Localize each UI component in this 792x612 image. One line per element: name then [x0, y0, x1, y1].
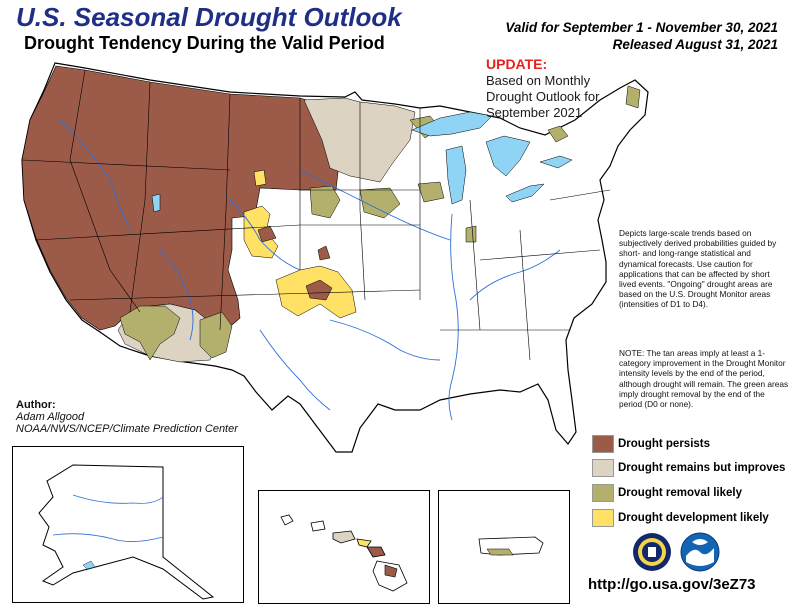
description-text: Depicts large-scale trends based on subj… [619, 228, 777, 310]
puerto-rico-inset [438, 490, 570, 604]
legend-swatch-removal [592, 484, 614, 502]
lake-ontario [539, 155, 573, 169]
legend-item-removal: Drought removal likely [592, 484, 742, 502]
legend-label-development: Drought development likely [618, 512, 769, 524]
drought-persists-ks [305, 279, 333, 301]
note-text: NOTE: The tan areas imply at least a 1-c… [619, 348, 789, 410]
lake-superior [411, 111, 493, 137]
author-label: Author: [16, 399, 56, 411]
author-org: NOAA/NWS/NCEP/Climate Prediction Center [16, 423, 238, 435]
lake-huron [485, 135, 531, 177]
drought-removal-az [119, 305, 181, 361]
author-block: Author: Adam Allgood NOAA/NWS/NCEP/Clima… [16, 399, 238, 435]
map-title: U.S. Seasonal Drought Outlook [16, 2, 402, 32]
hawaii-inset [258, 490, 430, 604]
drought-removal-me [625, 85, 641, 109]
alaska-map [38, 464, 215, 600]
lake-michigan [445, 145, 467, 205]
legend-item-persists: Drought persists [592, 435, 710, 453]
legend-swatch-persists [592, 435, 614, 453]
legend-label-removal: Drought removal likely [618, 487, 742, 499]
hawaii-map [280, 514, 408, 592]
author-name: Adam Allgood [16, 411, 85, 423]
drought-removal-il [465, 225, 477, 243]
valid-period: Valid for September 1 - November 30, 202… [505, 20, 778, 35]
drought-removal-ia [359, 187, 401, 219]
great-salt-lake [151, 193, 161, 213]
alaska-inset [12, 446, 244, 603]
drought-development-mt [253, 169, 267, 187]
doc-seal-icon [633, 533, 671, 571]
legend-label-persists: Drought persists [618, 438, 711, 450]
drought-persists-co [257, 225, 277, 243]
drought-removal-ny [547, 125, 569, 143]
legend-swatch-development [592, 509, 614, 527]
drought-persists-ok [317, 245, 331, 261]
drought-removal-ne [309, 185, 341, 219]
legend-label-improves: Drought remains but improves [618, 462, 786, 474]
legend-item-development: Drought development likely [592, 509, 769, 527]
drought-improves-north [303, 97, 416, 183]
alaska-land [38, 464, 215, 600]
map-subtitle: Drought Tendency During the Valid Period [24, 33, 385, 53]
drought-removal-wi [417, 181, 445, 203]
legend-swatch-improves [592, 459, 614, 477]
drought-removal-nm [199, 311, 233, 359]
river-network [59, 119, 561, 421]
release-date: Released August 31, 2021 [612, 37, 778, 52]
puerto-rico-map [478, 536, 544, 556]
update-heading: UPDATE: [486, 56, 548, 72]
lake-erie [505, 183, 545, 203]
noaa-logo-icon [680, 532, 720, 572]
update-body: Based on Monthly Drought Outlook for Sep… [486, 73, 600, 120]
footer-url-link[interactable]: http://go.usa.gov/3eZ73 [588, 576, 756, 593]
state-boundaries [21, 69, 611, 361]
legend-item-improves: Drought remains but improves [592, 459, 785, 477]
